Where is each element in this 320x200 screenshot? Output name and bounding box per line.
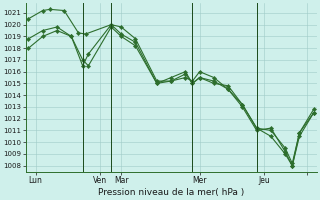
X-axis label: Pression niveau de la mer( hPa ): Pression niveau de la mer( hPa ) xyxy=(98,188,244,197)
